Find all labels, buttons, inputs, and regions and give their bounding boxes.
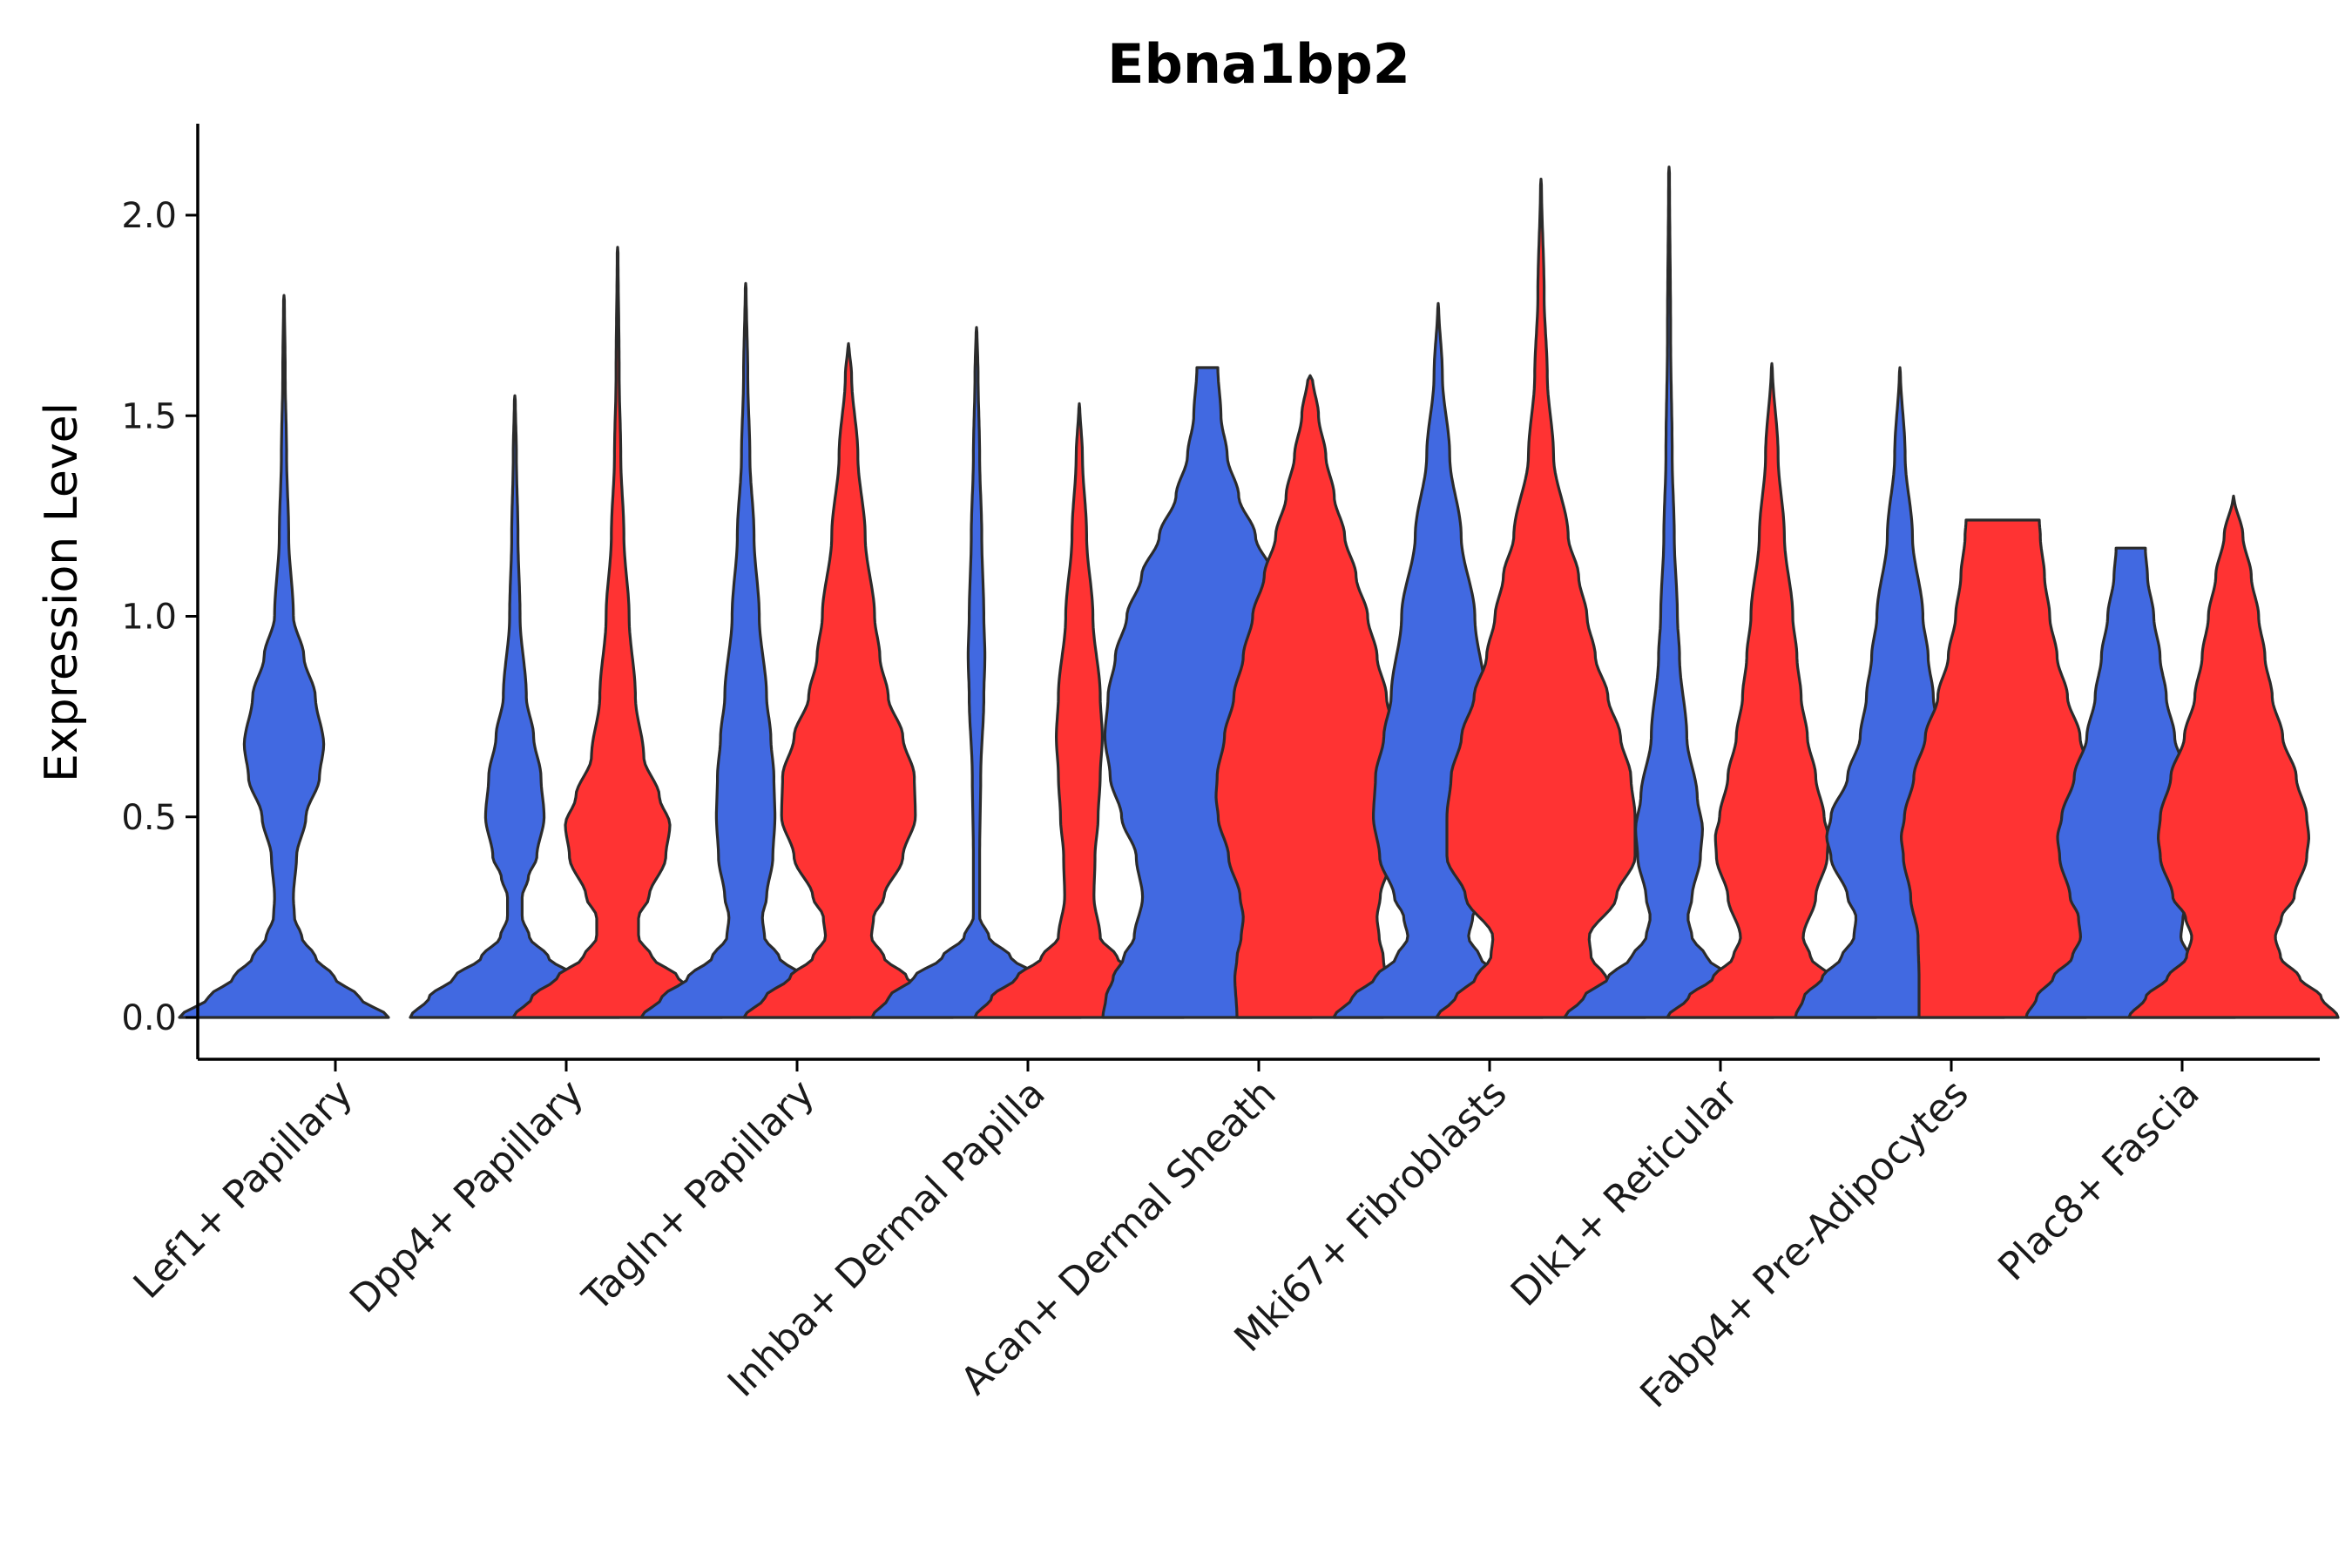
violin-red: [742, 341, 955, 1019]
violin-red: [511, 246, 724, 1019]
y-tick-label: 1.0: [121, 598, 177, 638]
x-category-label: Tagln+ Papillary: [574, 1071, 823, 1321]
x-category-label: Lef1+ Papillary: [125, 1071, 362, 1308]
violin-blue: [870, 326, 1083, 1019]
x-category-label: Dlk1+ Reticular: [1503, 1071, 1747, 1315]
violin-blue: [409, 394, 621, 1019]
y-tick-label: 2.0: [121, 196, 177, 236]
violin-blue: [178, 294, 390, 1019]
y-tick-label: 1.5: [121, 396, 177, 436]
violin-red: [1666, 362, 1878, 1019]
violin-red: [1435, 178, 1647, 1019]
violin-red: [1214, 374, 1406, 1019]
violin-blue: [639, 281, 852, 1019]
y-ticks-group: 0.0 0.5 1.0 1.5 2.0: [121, 196, 198, 1038]
x-category-label: Dpp4+ Papillary: [341, 1071, 592, 1322]
violin-red: [2127, 494, 2340, 1019]
x-category-label: Plac8+ Fascia: [1990, 1071, 2208, 1290]
chart-title: Ebna1bp2: [1107, 32, 1410, 96]
violin-blue: [1563, 166, 1775, 1019]
violin-red: [1900, 518, 2105, 1019]
violins-group: [178, 166, 2340, 1019]
y-tick-label: 0.5: [121, 798, 177, 838]
y-axis-title: Expression Level: [36, 402, 88, 782]
y-tick-label: 0.0: [121, 998, 177, 1038]
violin-red: [973, 402, 1186, 1019]
